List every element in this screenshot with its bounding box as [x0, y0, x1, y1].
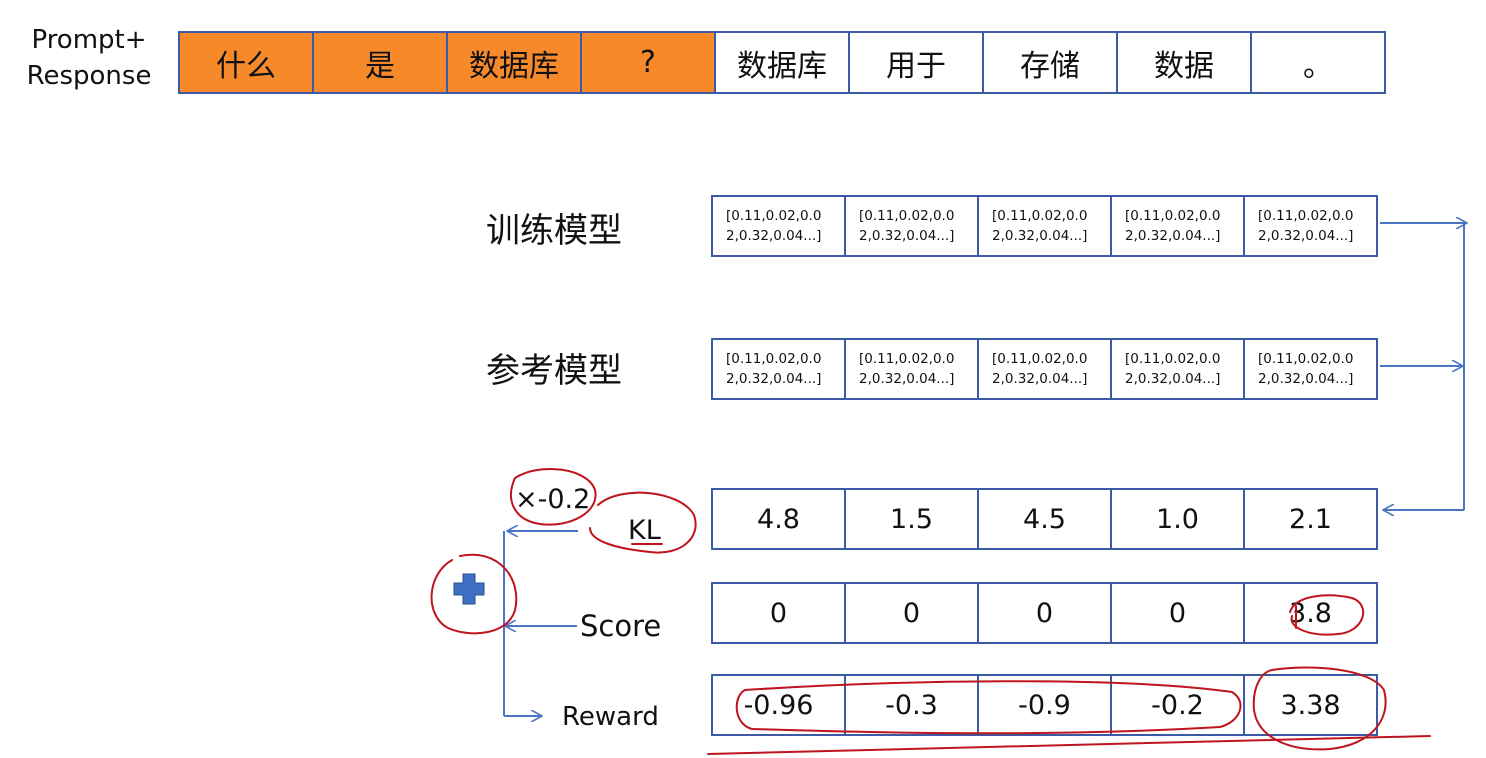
- score-cell: 0: [713, 584, 846, 642]
- circle-score-annotation: [1289, 594, 1365, 636]
- token-cell: 用于: [850, 33, 984, 92]
- kl-label: KL: [628, 515, 661, 546]
- prompt-label-line2: Response: [26, 61, 152, 91]
- kl-cell: 4.5: [979, 490, 1112, 548]
- score-cell: 0: [1112, 584, 1245, 642]
- ref-vector-cell: [0.11,0.02,0.0 2,0.32,0.04...]: [713, 340, 846, 398]
- reward-cell: 3.38: [1245, 676, 1378, 734]
- prompt-label-line1: Prompt+: [31, 25, 147, 55]
- train-vector-cell: [0.11,0.02,0.0 2,0.32,0.04...]: [1112, 197, 1245, 255]
- token-cell: 数据库: [448, 33, 582, 92]
- ref-vector-cell: [0.11,0.02,0.0 2,0.32,0.04...]: [979, 340, 1112, 398]
- ref-vector-cell: [0.11,0.02,0.0 2,0.32,0.04...]: [1112, 340, 1245, 398]
- token-cell: ?: [582, 33, 716, 92]
- token-cell: 什么: [180, 33, 314, 92]
- train-vector-cell: [0.11,0.02,0.0 2,0.32,0.04...]: [1245, 197, 1378, 255]
- token-cell: 数据: [1118, 33, 1252, 92]
- train-vector-cell: [0.11,0.02,0.0 2,0.32,0.04...]: [979, 197, 1112, 255]
- circle-reward-annotation: [735, 680, 1242, 735]
- reward-cell: -0.96: [713, 676, 846, 734]
- token-cell: 是: [314, 33, 448, 92]
- score-cell: 0: [846, 584, 979, 642]
- kl-cell: 2.1: [1245, 490, 1378, 548]
- token-cell: 数据库: [716, 33, 850, 92]
- train-vector-cell: [0.11,0.02,0.0 2,0.32,0.04...]: [846, 197, 979, 255]
- prompt-response-label: Prompt+ Response: [14, 22, 164, 94]
- ref-vector-cell: [0.11,0.02,0.0 2,0.32,0.04...]: [846, 340, 979, 398]
- score-cell: 0: [979, 584, 1112, 642]
- train-vector-cell: [0.11,0.02,0.0 2,0.32,0.04...]: [713, 197, 846, 255]
- train-model-label: 训练模型: [486, 211, 622, 251]
- kl-cell: 1.0: [1112, 490, 1245, 548]
- plus-icon: [453, 573, 485, 605]
- reward-cell: -0.3: [846, 676, 979, 734]
- underline-reward-annotation: [707, 735, 1431, 755]
- reward-computation-arrows: [503, 531, 578, 716]
- ref-vector-row: [0.11,0.02,0.0 2,0.32,0.04...] [0.11,0.0…: [711, 338, 1378, 400]
- reward-cell: -0.2: [1112, 676, 1245, 734]
- token-cell: 。: [1252, 33, 1386, 92]
- kl-row: 4.8 1.5 4.5 1.0 2.1: [711, 488, 1378, 550]
- model-to-kl-arrows: [1380, 223, 1466, 510]
- circle-kl-annotation: [589, 491, 697, 554]
- ref-model-label: 参考模型: [486, 351, 622, 391]
- circle-kl-coef-annotation: [510, 467, 597, 526]
- reward-cell: -0.9: [979, 676, 1112, 734]
- token-row: 什么 是 数据库 ? 数据库 用于 存储 数据 。: [178, 31, 1386, 94]
- circle-final-reward-annotation: [1252, 666, 1387, 751]
- kl-cell: 1.5: [846, 490, 979, 548]
- train-vector-row: [0.11,0.02,0.0 2,0.32,0.04...] [0.11,0.0…: [711, 195, 1378, 257]
- ref-vector-cell: [0.11,0.02,0.0 2,0.32,0.04...]: [1245, 340, 1378, 398]
- reward-row: -0.96 -0.3 -0.9 -0.2 3.38: [711, 674, 1378, 736]
- red-annotations: [430, 467, 1431, 755]
- circle-plus-annotation: [430, 553, 518, 635]
- kl-coef-label: ×-0.2: [515, 484, 591, 515]
- reward-label: Reward: [562, 702, 659, 732]
- score-label: Score: [580, 609, 662, 643]
- kl-cell: 4.8: [713, 490, 846, 548]
- token-cell: 存储: [984, 33, 1118, 92]
